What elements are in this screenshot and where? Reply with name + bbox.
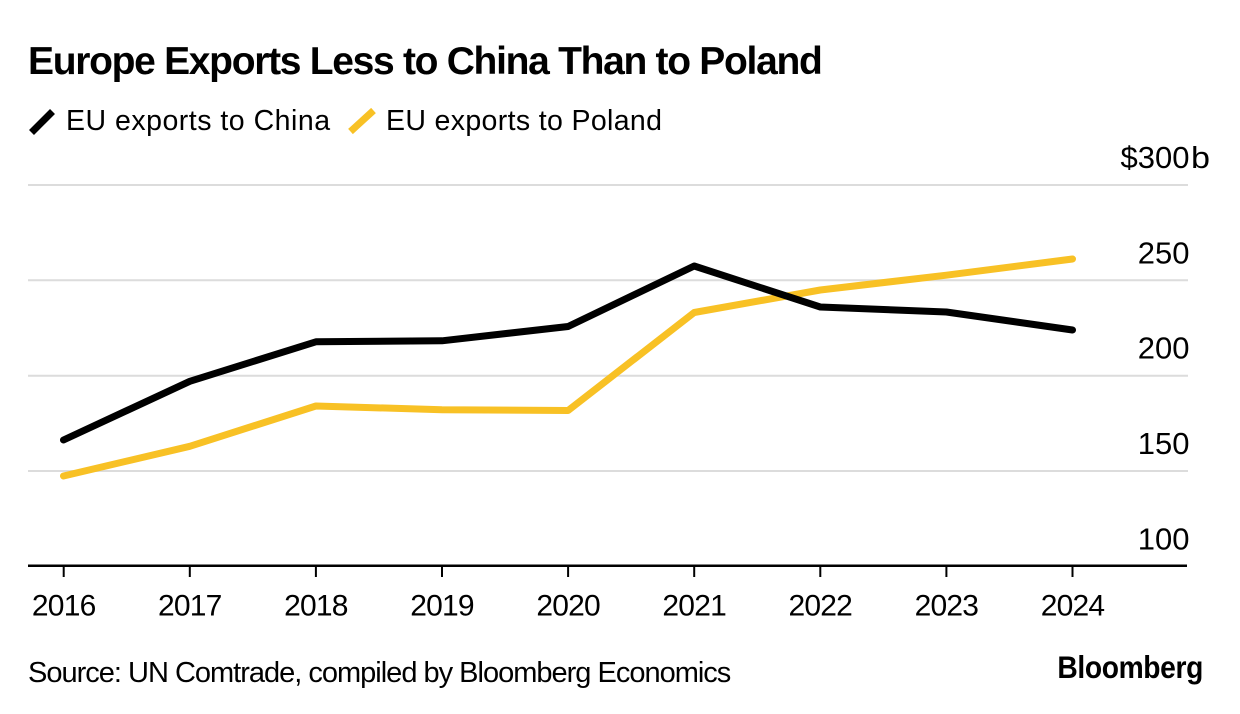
svg-text:$300: $300 <box>1121 140 1190 175</box>
svg-text:2021: 2021 <box>662 590 726 623</box>
svg-text:2024: 2024 <box>1041 590 1105 623</box>
svg-text:200: 200 <box>1138 331 1190 366</box>
svg-text:EU exports to China: EU exports to China <box>66 105 331 137</box>
svg-text:b: b <box>1191 140 1210 175</box>
svg-text:Bloomberg: Bloomberg <box>1057 651 1203 686</box>
svg-text:2016: 2016 <box>32 590 96 623</box>
svg-text:250: 250 <box>1138 235 1190 270</box>
svg-text:Source: UN Comtrade, compiled: Source: UN Comtrade, compiled by Bloombe… <box>28 657 731 689</box>
svg-text:150: 150 <box>1138 426 1190 461</box>
svg-text:2023: 2023 <box>915 590 979 623</box>
svg-text:2020: 2020 <box>536 590 600 623</box>
svg-text:2017: 2017 <box>158 590 222 623</box>
svg-text:2018: 2018 <box>284 590 348 623</box>
svg-text:2019: 2019 <box>410 590 474 623</box>
svg-text:EU exports to Poland: EU exports to Poland <box>386 105 662 137</box>
svg-text:100: 100 <box>1138 521 1190 556</box>
svg-text:Europe Exports Less to China T: Europe Exports Less to China Than to Pol… <box>28 40 822 83</box>
svg-text:2022: 2022 <box>789 590 853 623</box>
